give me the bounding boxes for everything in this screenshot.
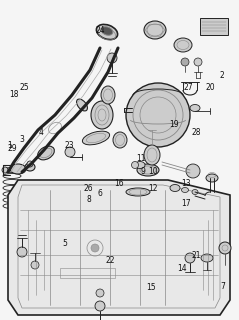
Circle shape	[186, 164, 200, 178]
Text: 8: 8	[86, 196, 91, 204]
Circle shape	[126, 83, 190, 147]
Text: 15: 15	[146, 284, 155, 292]
Ellipse shape	[190, 105, 200, 111]
Ellipse shape	[101, 86, 115, 104]
Ellipse shape	[144, 145, 160, 165]
Text: 21: 21	[191, 252, 201, 260]
Text: 25: 25	[19, 84, 29, 92]
Ellipse shape	[10, 164, 26, 174]
Ellipse shape	[137, 164, 159, 176]
Text: 1: 1	[7, 141, 12, 150]
Text: 3: 3	[19, 135, 24, 144]
Text: 13: 13	[182, 180, 191, 188]
Polygon shape	[200, 18, 228, 35]
Circle shape	[194, 58, 202, 66]
Text: 6: 6	[98, 189, 103, 198]
Circle shape	[65, 147, 75, 157]
Circle shape	[131, 162, 138, 169]
Circle shape	[2, 167, 8, 173]
Text: 19: 19	[170, 120, 179, 129]
Circle shape	[95, 301, 105, 311]
Text: 20: 20	[206, 84, 215, 92]
Circle shape	[219, 242, 231, 254]
Text: 23: 23	[65, 141, 74, 150]
Polygon shape	[8, 180, 230, 315]
Circle shape	[31, 261, 39, 269]
Ellipse shape	[113, 132, 127, 148]
Text: 24: 24	[96, 26, 105, 35]
Text: 29: 29	[7, 144, 17, 153]
Circle shape	[181, 58, 189, 66]
Text: 17: 17	[182, 199, 191, 208]
Ellipse shape	[82, 131, 110, 145]
Ellipse shape	[206, 174, 218, 182]
Ellipse shape	[76, 99, 87, 111]
Ellipse shape	[201, 254, 213, 262]
Ellipse shape	[174, 38, 192, 52]
Text: 26: 26	[84, 184, 93, 193]
Text: 14: 14	[177, 264, 186, 273]
Ellipse shape	[192, 189, 198, 195]
Circle shape	[185, 253, 195, 263]
Text: 5: 5	[62, 239, 67, 248]
Text: 2: 2	[220, 71, 225, 80]
Text: 10: 10	[148, 167, 158, 176]
Ellipse shape	[101, 27, 113, 35]
Ellipse shape	[96, 24, 118, 40]
Ellipse shape	[126, 188, 150, 196]
Text: 7: 7	[220, 282, 225, 291]
Circle shape	[107, 53, 117, 63]
Circle shape	[96, 289, 104, 297]
Text: 18: 18	[10, 90, 19, 99]
Ellipse shape	[135, 162, 145, 169]
Ellipse shape	[170, 185, 180, 191]
Circle shape	[27, 161, 33, 167]
Circle shape	[17, 247, 27, 257]
Text: 4: 4	[38, 128, 43, 137]
Ellipse shape	[25, 163, 35, 171]
Text: 11: 11	[136, 154, 146, 163]
Text: 16: 16	[115, 180, 124, 188]
Circle shape	[91, 244, 99, 252]
Ellipse shape	[91, 101, 113, 129]
Text: 9: 9	[141, 167, 146, 176]
Text: 28: 28	[191, 128, 201, 137]
Ellipse shape	[144, 21, 166, 39]
Ellipse shape	[181, 188, 189, 193]
Text: 12: 12	[148, 184, 158, 193]
Text: 22: 22	[105, 256, 115, 265]
Ellipse shape	[38, 146, 54, 160]
Text: 27: 27	[184, 84, 194, 92]
